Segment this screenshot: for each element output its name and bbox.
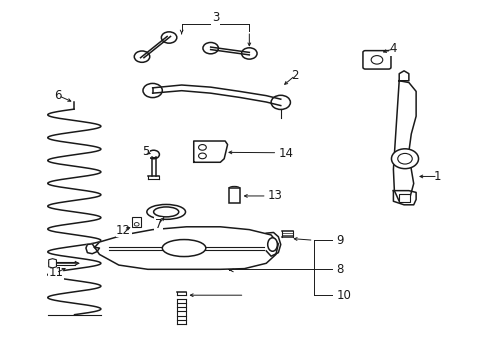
Text: 6: 6 <box>55 89 62 102</box>
Text: 14: 14 <box>278 147 293 160</box>
Circle shape <box>198 153 206 159</box>
Text: 2: 2 <box>291 69 298 82</box>
Text: 1: 1 <box>433 170 441 183</box>
Polygon shape <box>193 141 227 162</box>
Text: 7: 7 <box>154 218 162 231</box>
Polygon shape <box>393 191 415 205</box>
Polygon shape <box>398 71 408 81</box>
Circle shape <box>198 145 206 150</box>
Text: 8: 8 <box>336 263 343 276</box>
Text: 12: 12 <box>116 224 131 237</box>
Ellipse shape <box>162 239 205 257</box>
Bar <box>132 217 141 227</box>
Polygon shape <box>265 233 280 256</box>
Text: 9: 9 <box>336 234 343 247</box>
Ellipse shape <box>267 238 277 251</box>
Bar <box>398 194 409 202</box>
Circle shape <box>134 222 139 226</box>
Polygon shape <box>49 259 56 268</box>
Text: 5: 5 <box>142 145 149 158</box>
Polygon shape <box>86 244 99 254</box>
Circle shape <box>391 149 418 168</box>
Text: 4: 4 <box>389 42 396 55</box>
Text: 11: 11 <box>48 266 63 279</box>
Text: 3: 3 <box>211 11 219 24</box>
Polygon shape <box>393 81 415 201</box>
Text: 13: 13 <box>267 189 282 202</box>
Bar <box>228 188 239 203</box>
Text: 10: 10 <box>336 289 350 302</box>
Polygon shape <box>95 227 278 269</box>
